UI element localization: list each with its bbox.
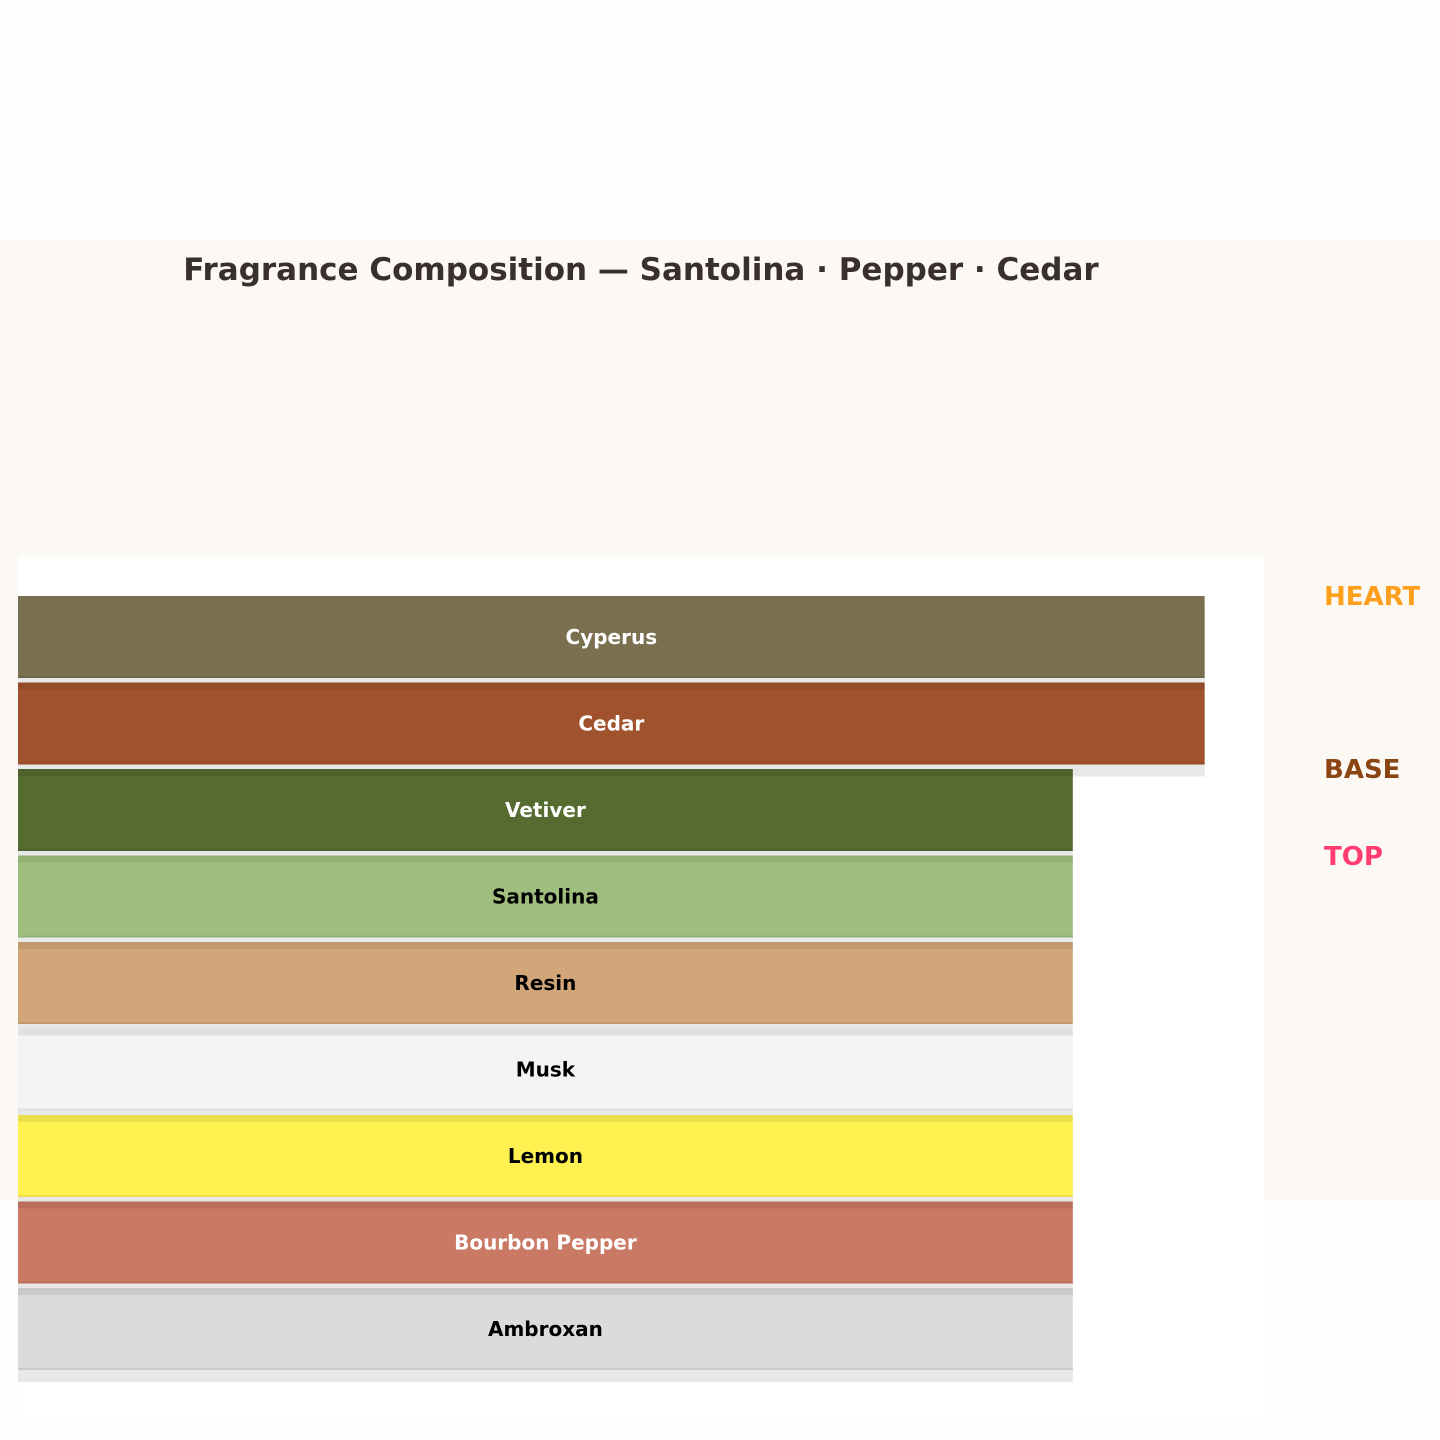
bar-label: Ambroxan: [488, 1317, 603, 1341]
bar-santolina: [18, 855, 1073, 938]
bar-ambroxan: [18, 1288, 1073, 1370]
bar-top-edge: [18, 855, 1073, 863]
bar-resin: [18, 942, 1073, 1024]
bar-bottom-edge: [18, 762, 1205, 765]
bar-bottom-edge: [18, 1281, 1073, 1284]
plot-area: Cyperus Cedar Vetiver Santolina Resin Musk Lem…: [18, 556, 1264, 1422]
tier-label-top: TOP: [1324, 842, 1383, 872]
bar-bottom-edge: [18, 849, 1073, 851]
bar-label: Resin: [514, 971, 576, 995]
bar-lemon: [18, 1115, 1073, 1197]
bar-bottom-edge: [18, 1108, 1073, 1111]
bar-top-edge: [18, 1115, 1073, 1122]
bar-bottom-edge: [18, 1195, 1073, 1197]
bar-bottom-edge: [18, 1022, 1073, 1024]
bar-top-edge: [18, 1288, 1073, 1295]
bar-label: Lemon: [508, 1144, 583, 1168]
tier-label-heart: HEART: [1324, 582, 1421, 612]
bar-musk: [18, 1028, 1073, 1111]
bar-cyperus: [18, 596, 1205, 678]
bar-bottom-edge: [18, 676, 1205, 678]
chart-title: Fragrance Composition — Santolina · Pepp…: [183, 252, 1099, 288]
bar-top-edge: [18, 769, 1073, 776]
bar-bottom-edge: [18, 1368, 1073, 1370]
bar-label: Cyperus: [566, 625, 658, 649]
figure: Fragrance Composition — Santolina · Pepp…: [0, 240, 1440, 1422]
bar-label: Cedar: [578, 712, 644, 736]
bar-vetiver: [18, 769, 1073, 851]
bar-cedar: [18, 682, 1205, 765]
bar-top-edge: [18, 682, 1205, 690]
bar-label: Vetiver: [505, 798, 586, 822]
bar-bourbon-pepper: [18, 1201, 1073, 1284]
bar-top-edge: [18, 1201, 1073, 1209]
bar-top-edge: [18, 1028, 1073, 1036]
bar-top-edge: [18, 942, 1073, 949]
bar-label: Santolina: [492, 885, 599, 909]
bar-label: Musk: [516, 1058, 576, 1082]
tier-label-base: BASE: [1324, 755, 1401, 785]
bar-bottom-edge: [18, 935, 1073, 938]
bar-label: Bourbon Pepper: [454, 1231, 637, 1255]
